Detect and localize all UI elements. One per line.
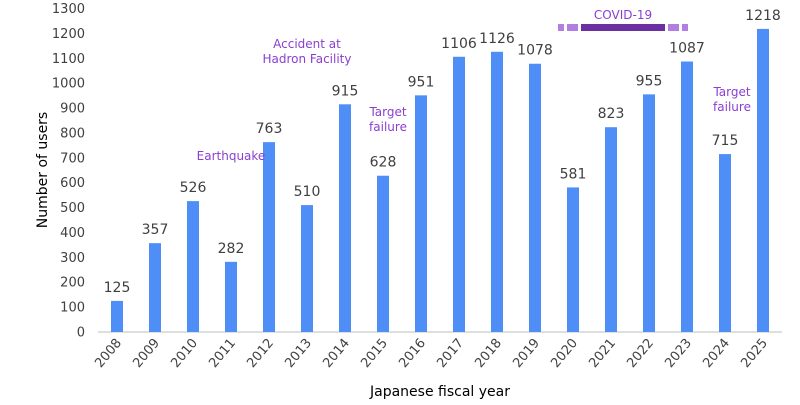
bar <box>643 94 655 332</box>
x-tick-label: 2013 <box>282 336 315 371</box>
data-label: 1126 <box>479 31 515 47</box>
y-axis-title: Number of users <box>35 112 51 228</box>
y-tick-label: 1300 <box>52 2 85 17</box>
data-label: 1106 <box>441 36 477 52</box>
data-label: 1218 <box>745 8 781 24</box>
y-tick-label: 700 <box>60 151 85 166</box>
bar-series <box>111 28 769 333</box>
data-label: 357 <box>142 222 169 238</box>
annotation-line: Target <box>368 105 406 119</box>
x-tick-label: 2020 <box>548 336 581 371</box>
x-tick-label: 2017 <box>434 336 467 371</box>
bar <box>187 201 199 332</box>
x-tick-label: 2008 <box>92 336 125 371</box>
data-label: 125 <box>104 280 131 296</box>
y-tick-label: 400 <box>60 226 85 241</box>
data-label: 526 <box>180 180 207 196</box>
y-axis: 0 100 200 300 400 500 600 700 800 900 1000 1100 1200… <box>52 2 85 341</box>
y-tick-label: 1200 <box>52 27 85 42</box>
x-tick-label: 2016 <box>396 336 429 371</box>
bar <box>111 300 123 332</box>
data-label: 951 <box>408 74 435 90</box>
y-tick-label: 1100 <box>52 52 85 67</box>
annotation-line: Earthquake <box>197 149 266 163</box>
annotation-line: Target <box>712 85 750 99</box>
bar <box>149 243 161 332</box>
y-tick-label: 500 <box>60 201 85 216</box>
annotation-label: Target failure <box>368 105 407 134</box>
y-tick-label: 0 <box>77 326 85 341</box>
y-tick-label: 900 <box>60 102 85 117</box>
annotation-line: Accident at <box>273 37 341 51</box>
bar <box>681 61 693 332</box>
bar <box>605 127 617 332</box>
bar <box>225 261 237 332</box>
x-tick-label: 2021 <box>586 336 619 371</box>
covid-dash-segment <box>558 24 564 31</box>
x-tick-label: 2023 <box>662 336 695 371</box>
covid-period-marker: COVID-19 <box>558 8 688 31</box>
data-label: 823 <box>598 106 625 122</box>
y-tick-label: 800 <box>60 126 85 141</box>
data-label: 1078 <box>517 43 553 59</box>
bar <box>263 142 275 332</box>
annotations: Earthquake Accident at Hadron Facility Targ… <box>197 37 751 163</box>
x-tick-label: 2009 <box>130 336 163 371</box>
y-tick-label: 200 <box>60 276 85 291</box>
data-label: 282 <box>218 241 245 257</box>
x-tick-label: 2015 <box>358 336 391 371</box>
bar <box>719 154 731 332</box>
bar <box>377 175 389 332</box>
y-tick-label: 1000 <box>52 77 85 92</box>
x-tick-label: 2010 <box>168 336 201 371</box>
x-tick-label: 2011 <box>206 336 239 371</box>
bar <box>453 56 465 332</box>
data-label: 581 <box>560 166 587 182</box>
bar <box>529 63 541 333</box>
annotation-line: Hadron Facility <box>263 52 352 66</box>
x-tick-label: 2012 <box>244 336 277 371</box>
data-label: 628 <box>370 155 397 171</box>
bar <box>757 28 769 332</box>
bar <box>567 187 579 332</box>
x-axis-title: Japanese fiscal year <box>369 384 510 400</box>
y-tick-label: 600 <box>60 176 85 191</box>
x-tick-label: 2024 <box>700 336 733 371</box>
bar <box>339 104 351 332</box>
data-label: 715 <box>712 133 739 149</box>
annotation-line: failure <box>713 100 751 114</box>
x-tick-label: 2014 <box>320 336 353 371</box>
bar <box>415 95 427 332</box>
data-label: 1087 <box>669 41 705 57</box>
x-tick-label: 2022 <box>624 336 657 371</box>
covid-period-bar <box>581 24 665 31</box>
data-label: 763 <box>256 121 283 137</box>
y-tick-label: 100 <box>60 301 85 316</box>
covid-dash-segment <box>567 24 578 31</box>
x-axis: 2008 2009 2010 2011 2012 2013 2014 2015 2016 2017… <box>92 331 782 371</box>
x-tick-label: 2018 <box>472 336 505 371</box>
annotation-label: Target failure <box>712 85 751 114</box>
annotation-label: Earthquake <box>197 149 266 163</box>
annotation-line: failure <box>369 120 407 134</box>
x-tick-label: 2025 <box>738 336 771 371</box>
data-label: 955 <box>636 73 663 89</box>
bar <box>491 51 503 333</box>
x-tick-label: 2019 <box>510 336 543 371</box>
annotation-label: Accident at Hadron Facility <box>263 37 352 66</box>
covid-label: COVID-19 <box>594 8 652 22</box>
y-tick-label: 300 <box>60 251 85 266</box>
covid-dash-segment <box>668 24 679 31</box>
data-label: 510 <box>294 184 321 200</box>
bar <box>301 205 313 332</box>
covid-dash-segment <box>682 24 688 31</box>
data-label: 915 <box>332 83 359 99</box>
